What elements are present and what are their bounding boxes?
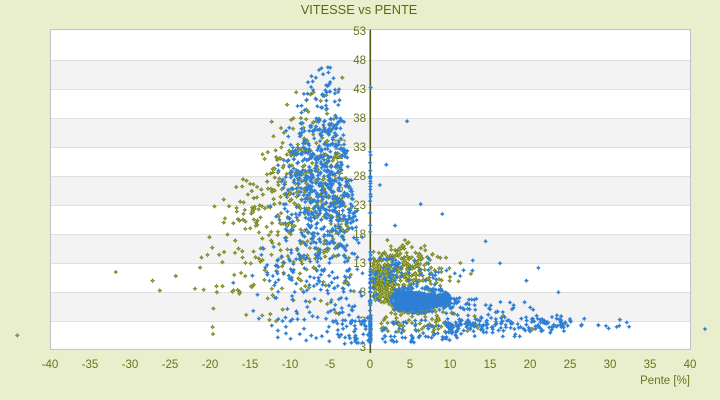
svg-text:53: 53 [353,26,366,38]
svg-text:13: 13 [353,258,366,270]
svg-text:Pente [%]: Pente [%] [640,375,690,387]
svg-text:38: 38 [353,113,366,125]
svg-text:28: 28 [353,171,366,183]
svg-text:-20: -20 [202,359,219,371]
svg-text:3: 3 [360,342,366,354]
svg-text:33: 33 [353,142,366,154]
svg-text:48: 48 [353,55,366,67]
svg-text:5: 5 [407,359,413,371]
svg-text:15: 15 [484,359,497,371]
svg-text:18: 18 [353,229,366,241]
svg-text:-25: -25 [162,359,179,371]
svg-text:-40: -40 [42,359,59,371]
svg-text:20: 20 [524,359,537,371]
svg-text:-15: -15 [242,359,259,371]
svg-text:43: 43 [353,84,366,96]
svg-text:25: 25 [564,359,577,371]
svg-text:-30: -30 [122,359,139,371]
svg-text:-10: -10 [282,359,299,371]
svg-text:40: 40 [684,359,697,371]
svg-text:35: 35 [644,359,657,371]
svg-text:30: 30 [604,359,617,371]
svg-text:0: 0 [367,359,373,371]
svg-text:VITESSE vs PENTE: VITESSE vs PENTE [301,2,418,17]
svg-text:8: 8 [360,287,366,299]
svg-text:-35: -35 [82,359,99,371]
svg-text:10: 10 [444,359,457,371]
svg-text:23: 23 [353,200,366,212]
svg-text:-5: -5 [325,359,335,371]
